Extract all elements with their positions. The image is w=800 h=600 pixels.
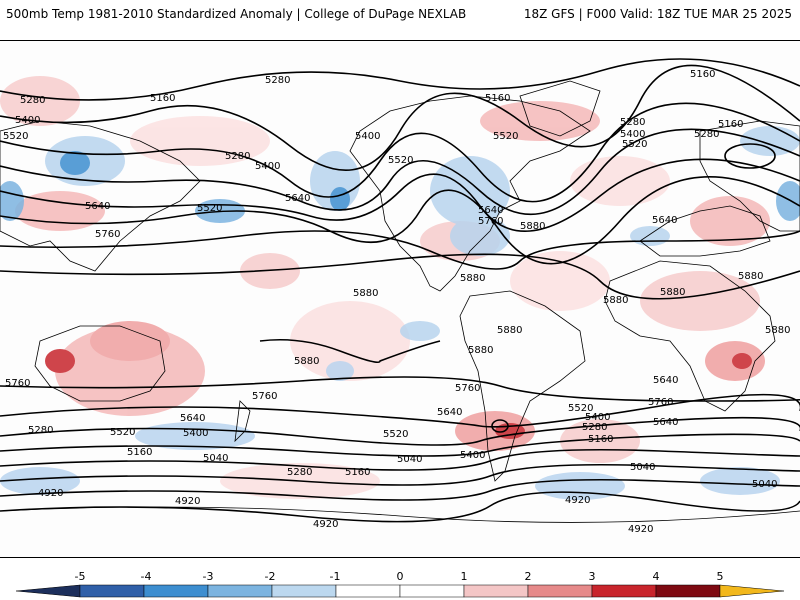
height-contours xyxy=(0,58,800,523)
colorbar-swatch xyxy=(143,584,209,598)
contour-label: 5280 xyxy=(225,151,250,162)
colorbar-label: 0 xyxy=(396,570,404,583)
contour-label: 5640 xyxy=(285,193,310,204)
contour-label: 4920 xyxy=(628,524,653,535)
contour-label: 5280 xyxy=(287,467,312,478)
map-title: 500mb Temp 1981-2010 Standardized Anomal… xyxy=(6,7,467,21)
colorbar-label: -1 xyxy=(329,570,341,583)
contour-label: 5880 xyxy=(603,295,628,306)
colorbar-swatch xyxy=(79,584,145,598)
colorbar-blocks xyxy=(15,584,785,598)
contour-label: 5400 xyxy=(620,129,645,140)
contour-label: 5280 xyxy=(694,129,719,140)
contour-label: 5880 xyxy=(353,288,378,299)
contour-label: 5400 xyxy=(355,131,380,142)
contour-label: 5760 xyxy=(95,229,120,240)
colorbar-label: 1 xyxy=(460,570,468,583)
contour-label: 5280 xyxy=(620,117,645,128)
colorbar-label: 3 xyxy=(588,570,596,583)
contour-label: 5160 xyxy=(588,434,613,445)
contour-label: 5160 xyxy=(150,93,175,104)
contour-label: 5760 xyxy=(252,391,277,402)
contour-label: 5880 xyxy=(468,345,493,356)
contour-label: 5520 xyxy=(568,403,593,414)
contour-label: 5040 xyxy=(397,454,422,465)
contour-label: 5280 xyxy=(582,422,607,433)
colorbar-label: -3 xyxy=(202,570,214,583)
contour-label: 5520 xyxy=(388,155,413,166)
contour-label: 5640 xyxy=(180,413,205,424)
colorbar-labels: -5 -4 -3 -2 -1 0 1 2 3 4 5 xyxy=(0,570,800,584)
contour-label: 5880 xyxy=(765,325,790,336)
colorbar-swatch xyxy=(271,584,337,598)
colorbar-label: -2 xyxy=(264,570,276,583)
contour-label: 5640 xyxy=(478,205,503,216)
colorbar-swatch xyxy=(655,584,721,598)
contour-label: 5880 xyxy=(497,325,522,336)
contour-label: 5640 xyxy=(85,201,110,212)
contour-label: 5400 xyxy=(585,412,610,423)
contour-label: 5880 xyxy=(520,221,545,232)
contour-label: 4920 xyxy=(565,495,590,506)
contour-label: 5760 xyxy=(5,378,30,389)
contour-label: 5760 xyxy=(648,397,673,408)
contour-label: 5520 xyxy=(383,429,408,440)
contour-label: 5040 xyxy=(630,462,655,473)
contour-label: 5640 xyxy=(653,417,678,428)
colorbar-label: -5 xyxy=(74,570,86,583)
contour-label: 5040 xyxy=(203,453,228,464)
contour-label: 5520 xyxy=(197,203,222,214)
contour-label: 5280 xyxy=(20,95,45,106)
colorbar-swatch xyxy=(591,584,657,598)
contour-label: 4920 xyxy=(313,519,338,530)
colorbar-swatch xyxy=(719,584,785,598)
colorbar-swatch xyxy=(399,584,465,598)
contour-label: 5280 xyxy=(28,425,53,436)
contour-label: 5160 xyxy=(718,119,743,130)
contour-label: 5880 xyxy=(294,356,319,367)
contour-label: 5520 xyxy=(493,131,518,142)
colorbar-label: 2 xyxy=(524,570,532,583)
positive-anomaly-shading xyxy=(0,76,770,499)
contour-label: 5160 xyxy=(485,93,510,104)
contour-label: 5160 xyxy=(127,447,152,458)
contour-label: 5400 xyxy=(255,161,280,172)
colorbar-label: 5 xyxy=(716,570,724,583)
contour-label: 5400 xyxy=(15,115,40,126)
contour-label: 5520 xyxy=(3,131,28,142)
contour-label: 5520 xyxy=(110,427,135,438)
contour-label: 5400 xyxy=(460,450,485,461)
contour-label: 5640 xyxy=(437,407,462,418)
contour-label: 5160 xyxy=(690,69,715,80)
map-svg: 5280 5160 5280 5400 5520 5160 5280 5400 … xyxy=(0,58,800,535)
colorbar-swatch xyxy=(207,584,273,598)
contour-label: 5640 xyxy=(652,215,677,226)
colorbar-swatch xyxy=(527,584,593,598)
world-map: 5280 5160 5280 5400 5520 5160 5280 5400 … xyxy=(0,40,800,558)
contour-label: 5160 xyxy=(345,467,370,478)
colorbar: -5 -4 -3 -2 -1 0 1 2 3 4 5 xyxy=(0,570,800,600)
contour-label: 5760 xyxy=(455,383,480,394)
colorbar-swatch xyxy=(335,584,401,598)
contour-label: 5520 xyxy=(622,139,647,150)
contour-label: 5640 xyxy=(653,375,678,386)
contour-label: 4920 xyxy=(38,488,63,499)
header-bar: 500mb Temp 1981-2010 Standardized Anomal… xyxy=(0,0,800,30)
model-valid-time: 18Z GFS | F000 Valid: 18Z TUE MAR 25 202… xyxy=(523,7,792,21)
colorbar-swatch xyxy=(15,584,81,598)
contour-label: 5760 xyxy=(478,216,503,227)
contour-label: 5880 xyxy=(738,271,763,282)
colorbar-label: 4 xyxy=(652,570,660,583)
contour-label: 5880 xyxy=(660,287,685,298)
contour-label: 5880 xyxy=(460,273,485,284)
contour-label: 4920 xyxy=(175,496,200,507)
contour-label: 5040 xyxy=(752,479,777,490)
contour-labels: 5280 5160 5280 5400 5520 5160 5280 5400 … xyxy=(3,69,790,535)
colorbar-bar xyxy=(15,584,785,598)
contour-label: 5280 xyxy=(265,75,290,86)
contour-label: 5400 xyxy=(183,428,208,439)
colorbar-label: -4 xyxy=(140,570,152,583)
colorbar-swatch xyxy=(463,584,529,598)
